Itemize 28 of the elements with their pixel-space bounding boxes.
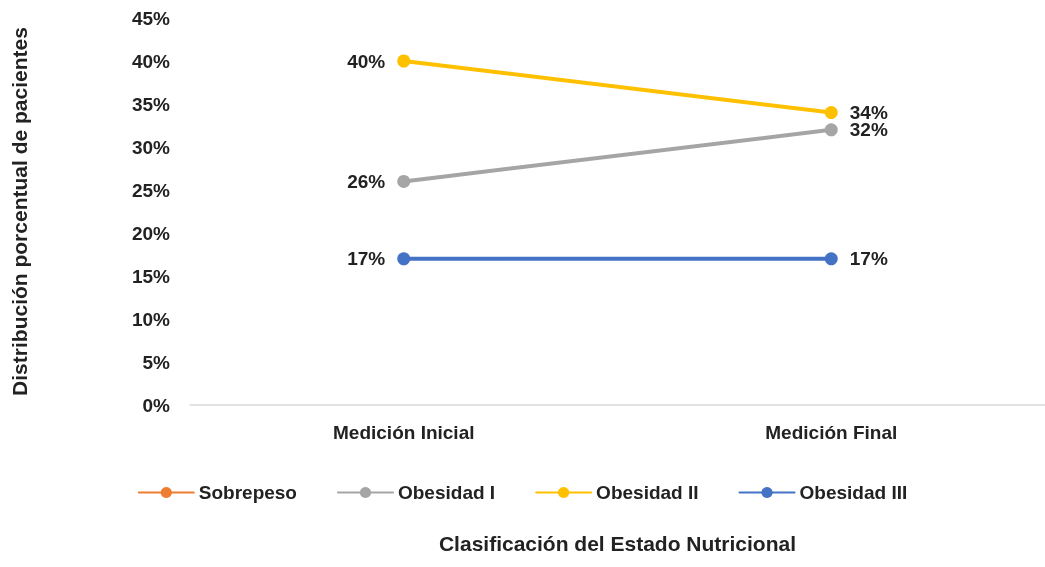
y-tick-label: 25%	[131, 179, 171, 201]
legend-label: Sobrepeso	[198, 482, 297, 503]
legend-label: Obesidad I	[397, 482, 496, 503]
point	[824, 252, 838, 266]
legend-label: Obesidad II	[596, 482, 699, 503]
point	[397, 54, 411, 68]
point	[824, 106, 838, 120]
data-label: 26%	[347, 170, 386, 192]
data-label: 17%	[849, 248, 888, 270]
y-tick-label: 0%	[142, 394, 171, 416]
y-tick-label: 5%	[142, 351, 171, 373]
y-tick-label: 20%	[131, 222, 171, 244]
y-tick-label: 40%	[131, 50, 171, 72]
data-label: 40%	[347, 50, 386, 72]
y-tick-label: 15%	[131, 265, 171, 287]
y-axis-title: Distribución porcentual de pacientes	[8, 27, 31, 396]
y-tick-label: 45%	[131, 7, 171, 29]
data-label: 17%	[347, 248, 386, 270]
x-tick-label: Medición Inicial	[333, 422, 475, 443]
legend-label: Obesidad III	[799, 482, 908, 503]
point	[824, 123, 838, 137]
y-tick-label: 30%	[131, 136, 171, 158]
y-tick-label: 35%	[131, 93, 171, 115]
y-tick-label: 10%	[131, 308, 171, 330]
x-tick-label: Medición Final	[765, 422, 898, 443]
point	[397, 252, 411, 266]
x-axis-title: Clasificación del Estado Nutricional	[438, 532, 797, 555]
point	[397, 174, 411, 188]
